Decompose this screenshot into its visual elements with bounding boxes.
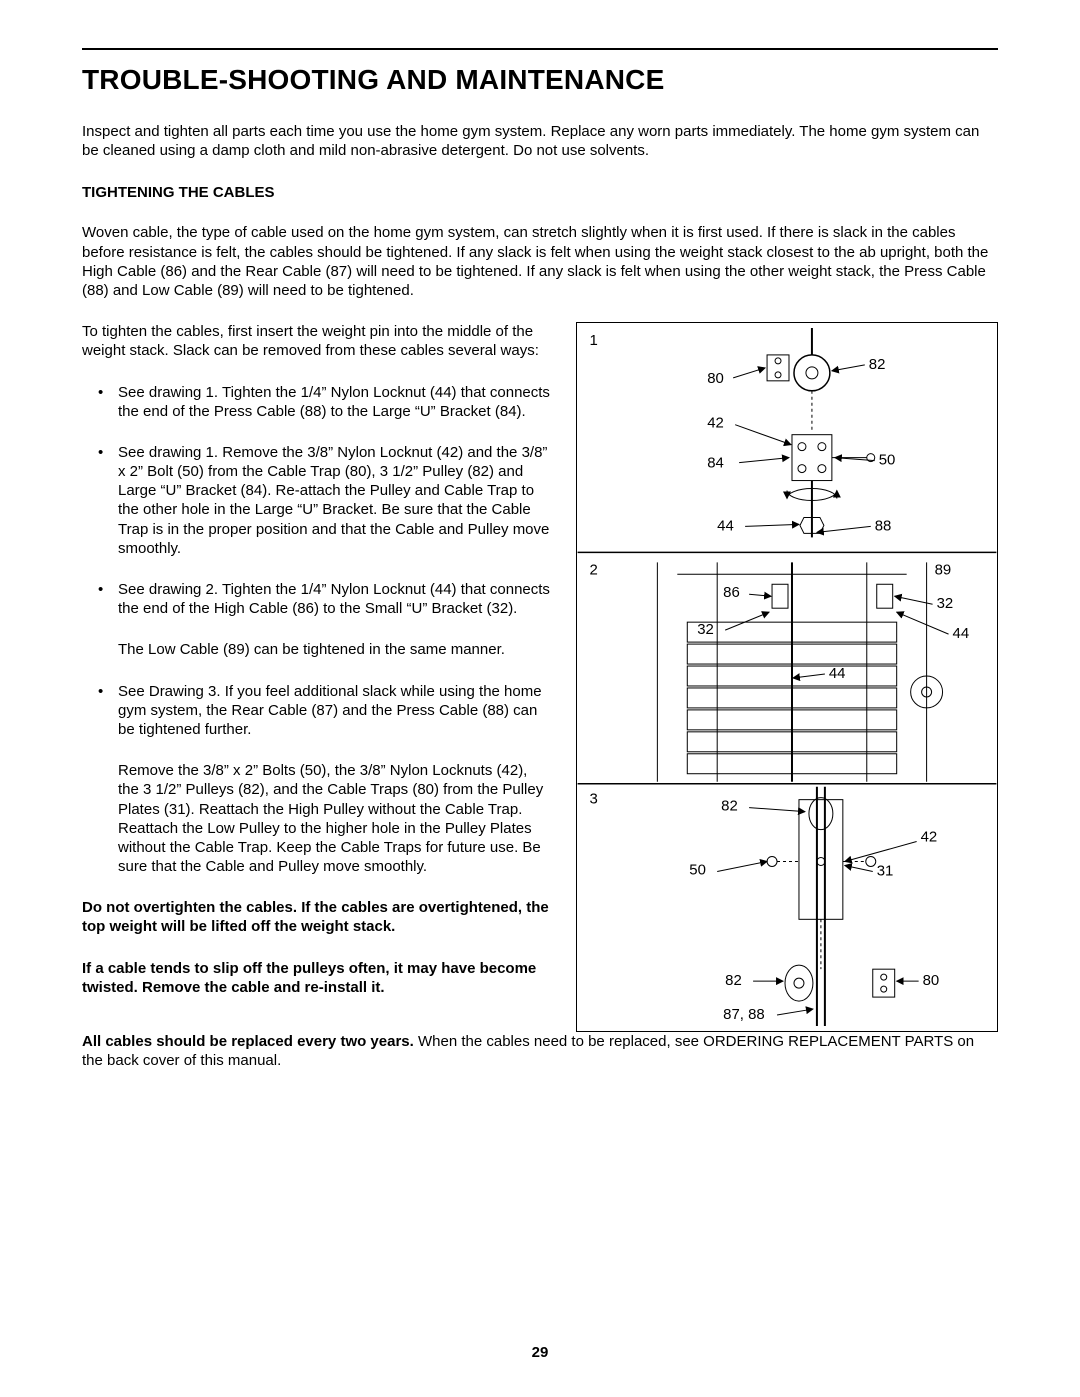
page-title: TROUBLE-SHOOTING AND MAINTENANCE	[82, 64, 998, 96]
callout: 32	[697, 621, 714, 638]
callout: 84	[707, 455, 724, 472]
diagram-svg: 1 80	[577, 323, 997, 1031]
callout: 89	[935, 561, 952, 578]
callout: 88	[875, 518, 892, 535]
callout: 82	[721, 798, 738, 815]
panel-label: 1	[590, 332, 598, 349]
callout: 44	[717, 518, 734, 535]
callout: 82	[869, 356, 886, 373]
callout: 87, 88	[723, 1006, 765, 1023]
panel-label: 3	[590, 791, 598, 808]
cables-overview: Woven cable, the type of cable used on t…	[82, 223, 998, 300]
tighten-lead: To tighten the cables, first insert the …	[82, 322, 552, 360]
callout: 32	[937, 595, 954, 612]
list-item: See drawing 1. Remove the 3/8” Nylon Loc…	[102, 443, 552, 558]
top-rule	[82, 48, 998, 50]
callout: 82	[725, 972, 742, 989]
closing-paragraph: All cables should be replaced every two …	[82, 1032, 998, 1070]
callout: 31	[877, 863, 894, 880]
left-column: To tighten the cables, first insert the …	[82, 322, 552, 1019]
callout: 50	[879, 452, 896, 469]
step-text: See Drawing 3. If you feel additional sl…	[118, 682, 552, 740]
callout: 44	[829, 665, 846, 682]
callout: 50	[689, 862, 706, 879]
list-item: See Drawing 3. If you feel additional sl…	[102, 682, 552, 877]
callout: 86	[723, 584, 740, 601]
step-text: See drawing 1. Tighten the 1/4” Nylon Lo…	[118, 383, 552, 421]
callout: 42	[921, 829, 938, 846]
warning-overtighten: Do not overtighten the cables. If the ca…	[82, 898, 552, 936]
step-text: See drawing 1. Remove the 3/8” Nylon Loc…	[118, 443, 552, 558]
page-number: 29	[0, 1344, 1080, 1361]
warning-twisted: If a cable tends to slip off the pulleys…	[82, 959, 552, 997]
step-text: Remove the 3/8” x 2” Bolts (50), the 3/8…	[118, 761, 552, 876]
step-text: The Low Cable (89) can be tightened in t…	[118, 640, 552, 659]
callout: 80	[923, 972, 940, 989]
callout: 44	[953, 625, 970, 642]
panel-label: 2	[590, 561, 598, 578]
list-item: See drawing 1. Tighten the 1/4” Nylon Lo…	[102, 383, 552, 421]
callout: 80	[707, 370, 724, 387]
closing-lead: All cables should be replaced every two …	[82, 1033, 414, 1050]
intro-paragraph: Inspect and tighten all parts each time …	[82, 122, 998, 160]
step-text: See drawing 2. Tighten the 1/4” Nylon Lo…	[118, 580, 552, 618]
callout: 42	[707, 415, 724, 432]
section-subheading: TIGHTENING THE CABLES	[82, 184, 998, 201]
two-column-layout: To tighten the cables, first insert the …	[82, 322, 998, 1032]
tighten-steps: See drawing 1. Tighten the 1/4” Nylon Lo…	[82, 383, 552, 877]
list-item: See drawing 2. Tighten the 1/4” Nylon Lo…	[102, 580, 552, 660]
figure-box: 1 80	[576, 322, 998, 1032]
